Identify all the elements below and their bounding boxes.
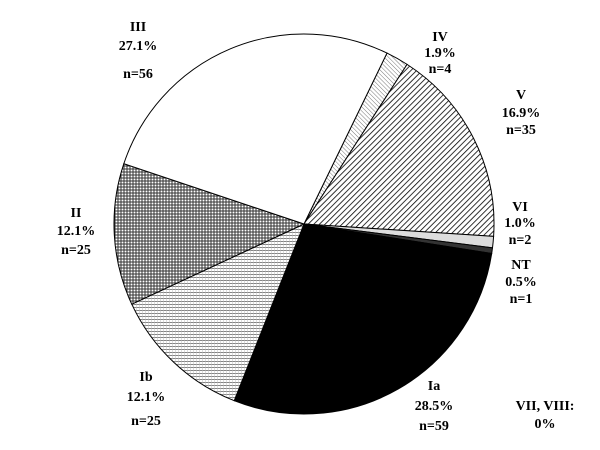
slice-label-II-name: II [71,206,82,221]
zero-note-line2: 0% [535,417,556,432]
slice-label-NT-n: n=1 [510,292,533,307]
slice-label-II: II 12.1% n=25 [57,206,96,258]
slice-label-IV-name: IV [432,30,448,45]
zero-percent-note: VII, VIII: 0% [516,399,575,432]
slice-label-Ib-name: Ib [139,370,152,385]
slice-label-III-name: III [130,20,146,35]
slice-label-NT: NT 0.5% n=1 [505,258,537,307]
slice-label-III: III 27.1% n=56 [119,20,158,82]
slice-label-Ib-n: n=25 [131,414,161,429]
slice-label-V-n: n=35 [506,123,536,138]
pie-slices [113,33,495,415]
slice-label-III-percent: 27.1% [119,39,158,54]
slice-label-V-percent: 16.9% [502,106,541,121]
slice-label-VI-n: n=2 [509,233,532,248]
slice-label-Ia-percent: 28.5% [415,399,454,414]
slice-label-II-n: n=25 [61,243,91,258]
slice-label-NT-name: NT [511,258,531,273]
slice-label-Ia: Ia 28.5% n=59 [415,379,454,434]
slice-label-III-n: n=56 [123,67,153,82]
pie-slice-Ia [233,223,493,415]
slice-label-VI-percent: 1.0% [504,216,536,231]
slice-label-V-name: V [516,88,526,103]
slice-label-II-percent: 12.1% [57,224,96,239]
slice-label-Ia-n: n=59 [419,419,449,434]
pie-slice-II [113,163,306,305]
zero-note-line1: VII, VIII: [516,399,575,414]
slice-label-Ia-name: Ia [428,379,440,394]
slice-label-Ib-percent: 12.1% [127,390,166,405]
slice-label-VI: VI 1.0% n=2 [504,200,536,248]
slice-label-NT-percent: 0.5% [505,275,537,290]
pie-slice-III [123,33,388,225]
slice-label-Ib: Ib 12.1% n=25 [127,370,166,429]
slice-label-IV-n: n=4 [429,62,452,77]
pie-slice-Ib [131,223,305,402]
slice-label-IV: IV 1.9% n=4 [424,30,456,77]
slice-label-IV-percent: 1.9% [424,46,456,61]
slice-label-VI-name: VI [512,200,528,215]
slice-label-V: V 16.9% n=35 [502,88,541,138]
pie-slice-V [303,63,495,237]
